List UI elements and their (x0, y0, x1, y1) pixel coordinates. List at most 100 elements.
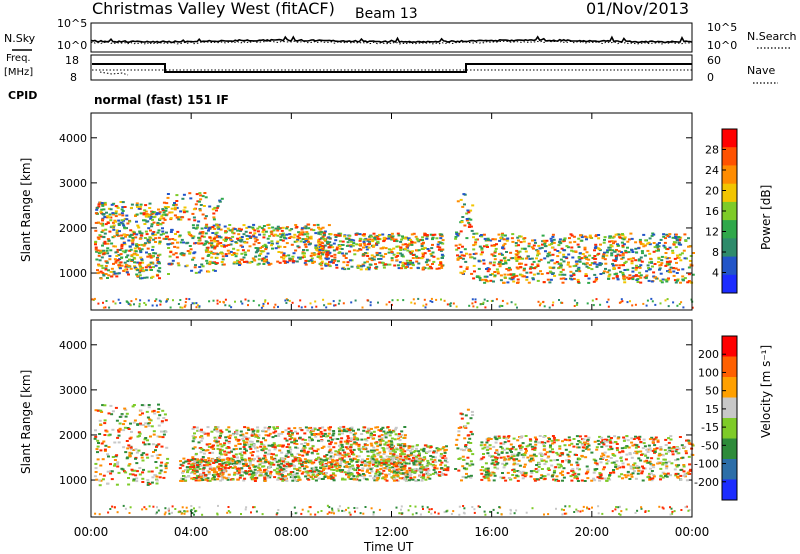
velocity-data-cell (252, 443, 256, 446)
velocity-data-cell (445, 461, 449, 464)
power-data-cell (184, 304, 187, 307)
power-data-cell (139, 249, 142, 252)
velocity-data-cell (159, 469, 163, 472)
velocity-data-cell (383, 443, 387, 446)
velocity-data-cell (207, 459, 211, 462)
velocity-data-cell (279, 478, 283, 481)
velocity-data-cell (464, 414, 468, 417)
power-data-cell (570, 234, 574, 237)
velocity-data-cell (291, 464, 295, 466)
power-data-cell (674, 246, 678, 249)
power-data-cell (511, 240, 515, 243)
power-data-cell (598, 262, 602, 265)
power-data-cell (421, 255, 425, 258)
power-data-cell (241, 302, 244, 305)
power-data-cell (110, 267, 114, 270)
power-data-cell (657, 242, 661, 244)
power-data-cell (472, 244, 476, 247)
velocity-data-cell (158, 414, 162, 417)
velocity-data-cell (387, 466, 391, 469)
velocity-data-cell (329, 441, 333, 444)
velocity-data-cell (237, 471, 241, 474)
power-data-cell (99, 270, 103, 273)
velocity-data-cell (410, 468, 414, 471)
velocity-data-cell (383, 434, 387, 437)
power-data-cell (138, 264, 142, 267)
velocity-data-cell (323, 474, 327, 477)
velocity-data-cell (201, 457, 205, 460)
velocity-data-cell (211, 451, 215, 454)
power-data-cell (180, 253, 184, 256)
power-data-cell (264, 248, 268, 251)
power-data-cell (266, 252, 270, 255)
power-data-cell (115, 233, 119, 236)
power-data-cell (157, 229, 161, 232)
power-data-cell (321, 248, 325, 250)
velocity-data-cell (387, 439, 391, 442)
velocity-data-cell (134, 448, 138, 451)
power-data-cell (402, 299, 405, 302)
power-data-cell (537, 244, 541, 247)
power-data-cell (201, 232, 205, 235)
power-data-cell (215, 256, 219, 259)
velocity-data-cell (346, 472, 350, 475)
velocity-data-cell (280, 457, 284, 460)
power-data-cell (392, 247, 396, 250)
velocity-data-cell (262, 470, 266, 473)
power-data-cell (317, 241, 321, 244)
power-data-cell (540, 273, 544, 275)
power-data-cell (97, 205, 101, 208)
velocity-data-cell (227, 426, 231, 429)
power-data-cell (523, 267, 526, 270)
velocity-data-cell (379, 429, 383, 432)
power-data-cell (638, 238, 642, 241)
velocity-data-cell (366, 436, 370, 439)
power-colorbar-tick-label: 28 (705, 144, 719, 157)
power-data-cell (420, 245, 424, 247)
velocity-data-cell (278, 449, 282, 452)
power-data-cell (637, 275, 641, 278)
power-data-cell (578, 252, 582, 255)
power-data-cell (119, 302, 122, 304)
power-data-cell (200, 242, 204, 245)
power-data-cell (304, 238, 308, 240)
velocity-data-cell (398, 464, 402, 467)
velocity-data-cell (388, 434, 392, 437)
velocity-data-cell (299, 459, 303, 462)
power-data-cell (406, 262, 410, 264)
velocity-data-cell (468, 437, 472, 440)
power-data-cell (365, 268, 368, 271)
power-data-cell (461, 257, 465, 260)
velocity-data-cell (413, 460, 417, 463)
velocity-data-cell (279, 466, 283, 469)
velocity-data-cell (461, 475, 465, 478)
velocity-data-cell (400, 434, 404, 437)
power-data-cell (237, 261, 241, 263)
velocity-data-cell (291, 475, 295, 478)
velocity-data-cell (245, 432, 249, 435)
power-data-cell (401, 237, 405, 240)
power-data-cell (612, 242, 615, 245)
velocity-data-cell (200, 437, 204, 440)
power-data-cell (610, 254, 614, 257)
velocity-data-cell (287, 443, 290, 446)
power-data-cell (611, 263, 615, 265)
power-data-cell (628, 274, 632, 277)
velocity-data-cell (297, 459, 301, 462)
velocity-data-cell (289, 429, 293, 432)
power-data-cell (158, 262, 161, 265)
velocity-data-cell (257, 434, 261, 437)
power-data-cell (410, 241, 414, 244)
velocity-data-cell (480, 441, 484, 444)
power-data-cell (199, 194, 203, 197)
velocity-data-cell (349, 431, 353, 434)
velocity-data-cell (117, 434, 121, 437)
power-data-cell (577, 281, 581, 284)
power-data-cell (120, 208, 124, 211)
velocity-data-cell (395, 457, 399, 460)
power-data-cell (567, 253, 571, 256)
velocity-data-cell (117, 429, 121, 432)
power-data-cell (224, 231, 228, 234)
velocity-data-cell (199, 436, 202, 439)
power-data-cell (493, 251, 497, 254)
